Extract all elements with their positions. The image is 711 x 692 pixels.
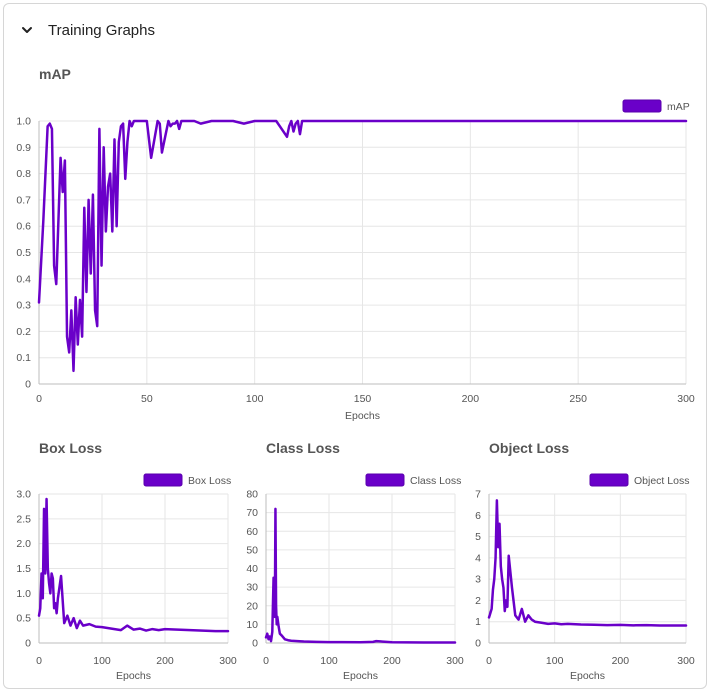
box-loss-chart-title: Box Loss: [39, 440, 103, 456]
map-series-line-0: [37, 119, 688, 373]
map-x-tick-label: 150: [354, 393, 372, 405]
box-x-tick-label: 100: [93, 655, 111, 667]
map-x-tick-label: 250: [569, 393, 587, 405]
map-x-tick-label: 100: [246, 393, 264, 405]
box-x-tick-label: 0: [36, 655, 42, 667]
map-legend: mAP: [622, 99, 690, 113]
chevron-down-icon[interactable]: [18, 21, 36, 39]
box-x-tick-label: 200: [156, 655, 174, 667]
training-graphs-panel: Training Graphs mAP 0 0.1 0.2 0.3 0.4 0.5 0.6 0…: [3, 3, 707, 689]
object-y-tick-label: 7: [475, 489, 481, 501]
class-y-tick-label: 50: [246, 544, 258, 556]
object-x-tick-label: 0: [486, 655, 492, 667]
map-x-tick-label: 0: [36, 393, 42, 405]
map-legend-label: mAP: [667, 101, 690, 113]
box-legend: Box Loss: [143, 473, 231, 487]
object-loss-chart-title: Object Loss: [489, 440, 570, 456]
class-y-tick-label: 60: [246, 526, 258, 538]
box-x-tick-label: 300: [219, 655, 237, 667]
box-legend-label: Box Loss: [188, 475, 231, 487]
object-y-tick-label: 5: [475, 531, 481, 543]
map-y-tick-label: 0.3: [16, 300, 31, 312]
class-y-tick-label: 10: [246, 619, 258, 631]
object-legend-swatch: [589, 473, 629, 487]
box-y-tick-label: 2.0: [16, 538, 31, 550]
map-x-axis-label: Epochs: [345, 410, 380, 422]
class-legend: Class Loss: [365, 473, 461, 487]
class-series-line-0: [264, 507, 457, 644]
class-loss-chart-title: Class Loss: [266, 440, 340, 456]
map-y-tick-label: 0.6: [16, 221, 31, 233]
box-y-tick-label: 2.5: [16, 513, 31, 525]
class-y-tick-label: 20: [246, 600, 258, 612]
object-x-tick-label: 100: [546, 655, 564, 667]
map-y-tick-label: 0.9: [16, 142, 31, 154]
class-y-tick-label: 30: [246, 582, 258, 594]
box-loss-chart: 0 0.5 1.0 1.5 2.0 2.5 3.0 0 100 200 300 Epochs Box L…: [16, 473, 237, 682]
class-y-tick-label: 0: [252, 638, 258, 650]
map-y-tick-label: 0: [25, 379, 31, 391]
map-y-tick-label: 0.8: [16, 168, 31, 180]
class-loss-chart: 0 10 20 30 40 50 60 70 80 0 100 200 300 Epochs Class L…: [246, 473, 464, 682]
map-y-tick-label: 0.4: [16, 273, 31, 285]
map-x-tick-label: 50: [141, 393, 153, 405]
map-y-tick-label: 0.7: [16, 194, 31, 206]
map-y-tick-label: 0.5: [16, 247, 31, 259]
box-y-tick-label: 1.0: [16, 588, 31, 600]
box-y-tick-label: 3.0: [16, 489, 31, 501]
class-y-tick-label: 80: [246, 489, 258, 501]
class-legend-label: Class Loss: [410, 475, 461, 487]
object-legend-label: Object Loss: [634, 475, 689, 487]
map-x-tick-label: 300: [677, 393, 695, 405]
object-y-tick-label: 3: [475, 574, 481, 586]
object-x-axis-label: Epochs: [570, 670, 605, 682]
object-y-tick-label: 2: [475, 595, 481, 607]
map-chart: 0 0.1 0.2 0.3 0.4 0.5 0.6 0.7 0.8 0.9 1.0 0 50 100 150…: [16, 99, 695, 422]
section-title: Training Graphs: [48, 21, 155, 39]
object-series-line-0: [487, 499, 688, 627]
object-y-tick-label: 6: [475, 510, 481, 522]
object-loss-chart: 0 1 2 3 4 5 6 7 0 100 200 300 Epochs Object Loss: [475, 473, 695, 682]
class-legend-swatch: [365, 473, 405, 487]
box-series-line-0: [37, 497, 230, 633]
box-y-tick-label: 0.5: [16, 613, 31, 625]
object-y-tick-label: 0: [475, 638, 481, 650]
box-y-tick-label: 0: [25, 638, 31, 650]
object-x-tick-label: 300: [677, 655, 695, 667]
class-x-tick-label: 200: [383, 655, 401, 667]
class-y-tick-label: 40: [246, 563, 258, 575]
box-legend-swatch: [143, 473, 183, 487]
class-x-tick-label: 300: [446, 655, 464, 667]
map-legend-swatch: [622, 99, 662, 113]
object-y-tick-label: 4: [475, 552, 481, 564]
object-legend: Object Loss: [589, 473, 689, 487]
map-chart-title: mAP: [39, 66, 71, 82]
class-x-tick-label: 100: [320, 655, 338, 667]
training-graphs-header[interactable]: Training Graphs: [18, 18, 155, 42]
map-x-tick-label: 200: [462, 393, 480, 405]
map-y-tick-label: 0.1: [16, 352, 31, 364]
class-x-tick-label: 0: [263, 655, 269, 667]
class-y-tick-label: 70: [246, 507, 258, 519]
box-x-axis-label: Epochs: [116, 670, 151, 682]
map-y-tick-label: 1.0: [16, 116, 31, 128]
map-y-tick-label: 0.2: [16, 326, 31, 338]
box-y-tick-label: 1.5: [16, 563, 31, 575]
object-x-tick-label: 200: [612, 655, 630, 667]
object-y-tick-label: 1: [475, 616, 481, 628]
class-x-axis-label: Epochs: [343, 670, 378, 682]
